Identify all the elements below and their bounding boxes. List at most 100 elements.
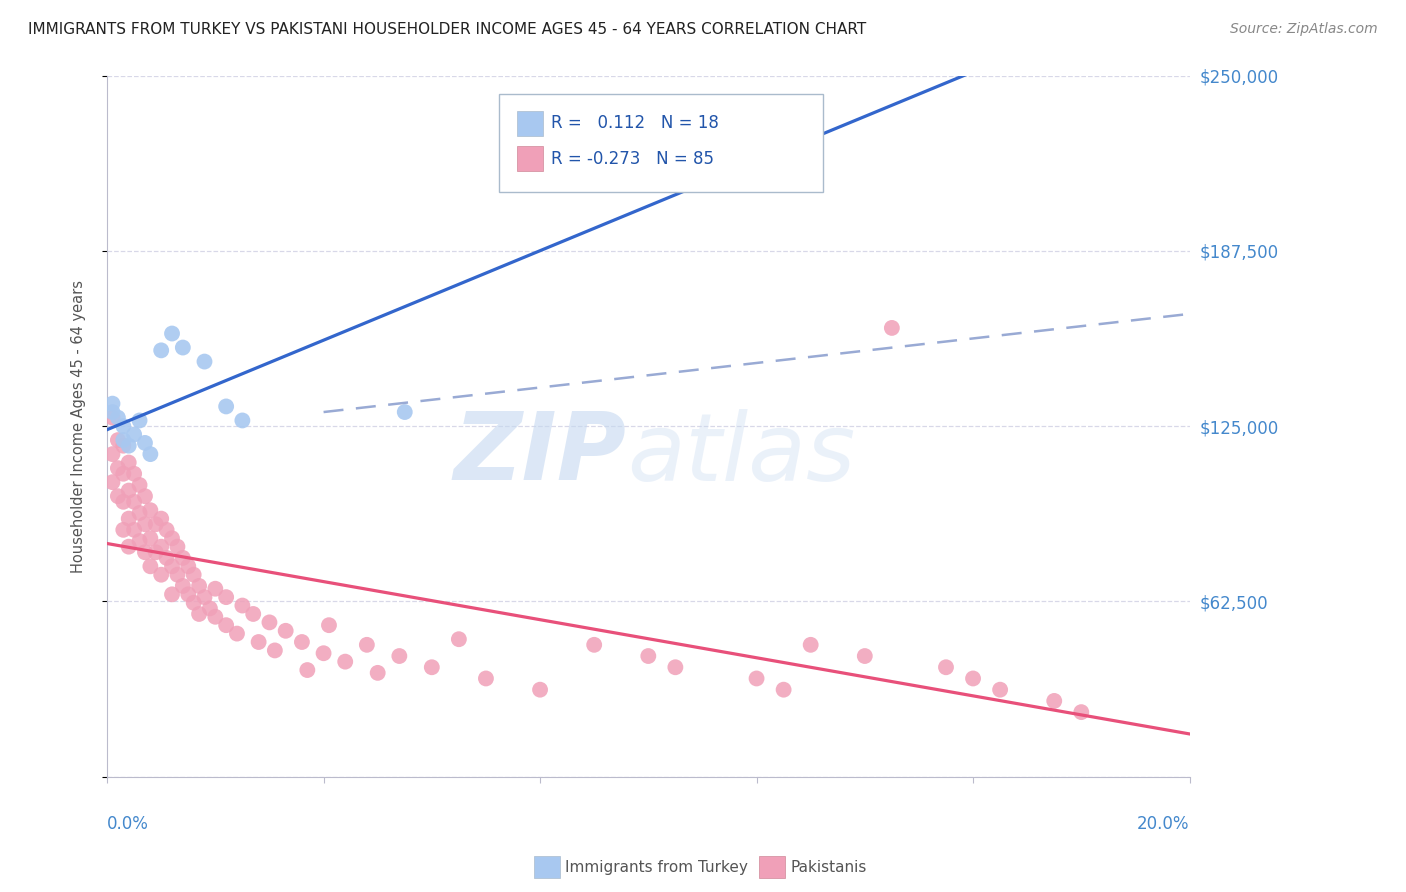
Point [166,540,188,554]
Point [188,607,211,621]
Point [101,447,124,461]
Point [394,405,416,419]
Text: Source: ZipAtlas.com: Source: ZipAtlas.com [1230,22,1378,37]
Point [101,410,124,425]
Text: IMMIGRANTS FROM TURKEY VS PAKISTANI HOUSEHOLDER INCOME AGES 45 - 64 YEARS CORREL: IMMIGRANTS FROM TURKEY VS PAKISTANI HOUS… [28,22,866,37]
Text: 20.0%: 20.0% [1137,815,1189,833]
Point [145,517,167,532]
Text: 0.0%: 0.0% [107,815,149,833]
Point [155,523,177,537]
Point [160,326,183,341]
Point [139,447,162,461]
Point [880,321,903,335]
Point [367,665,389,680]
Point [183,567,205,582]
Point [107,489,129,503]
Point [101,405,124,419]
Point [118,456,141,470]
Point [335,655,357,669]
Text: R =   0.112   N = 18: R = 0.112 N = 18 [551,114,718,132]
Point [193,354,215,368]
Point [231,599,253,613]
Point [122,467,145,481]
Point [172,579,194,593]
Point [112,495,135,509]
Point [962,672,984,686]
Point [150,343,173,358]
Point [447,632,470,647]
Point [107,410,129,425]
Point [112,439,135,453]
Point [139,559,162,574]
Point [475,672,498,686]
Point [150,511,173,525]
Point [1070,705,1092,719]
Point [800,638,823,652]
Point [112,419,135,434]
Point [356,638,378,652]
Point [183,596,205,610]
Point [215,400,238,414]
Point [122,523,145,537]
Point [583,158,606,172]
Point [160,559,183,574]
Point [935,660,957,674]
Point [107,461,129,475]
Point [118,511,141,525]
Point [529,682,551,697]
Point [101,475,124,490]
Point [101,397,124,411]
Point [291,635,314,649]
Point [745,672,768,686]
Point [112,523,135,537]
Point [139,503,162,517]
Point [107,433,129,447]
Point [150,540,173,554]
Point [134,517,156,532]
Point [139,531,162,545]
Point [274,624,297,638]
Point [637,648,659,663]
Point [172,550,194,565]
Point [263,643,285,657]
Point [160,587,183,601]
Point [128,478,150,492]
Text: Pakistanis: Pakistanis [790,860,866,874]
Point [226,626,249,640]
Point [128,506,150,520]
Text: ZIP: ZIP [454,409,627,500]
Point [259,615,281,630]
Point [188,579,211,593]
Text: R = -0.273   N = 85: R = -0.273 N = 85 [551,150,714,168]
Point [112,467,135,481]
Point [1043,694,1066,708]
Point [118,439,141,453]
Point [128,413,150,427]
Point [112,433,135,447]
Text: atlas: atlas [627,409,855,500]
Point [134,489,156,503]
Y-axis label: Householder Income Ages 45 - 64 years: Householder Income Ages 45 - 64 years [72,279,86,573]
Point [166,567,188,582]
Point [118,540,141,554]
Point [172,341,194,355]
Point [118,483,141,498]
Point [128,534,150,549]
Point [134,436,156,450]
Point [160,531,183,545]
Point [215,590,238,604]
Point [420,660,443,674]
Point [204,582,226,596]
Point [150,567,173,582]
Point [853,648,876,663]
Point [177,587,200,601]
Point [318,618,340,632]
Point [198,601,221,615]
Point [122,427,145,442]
Point [583,638,606,652]
Point [231,413,253,427]
Point [215,618,238,632]
Point [772,682,794,697]
Point [145,545,167,559]
Point [388,648,411,663]
